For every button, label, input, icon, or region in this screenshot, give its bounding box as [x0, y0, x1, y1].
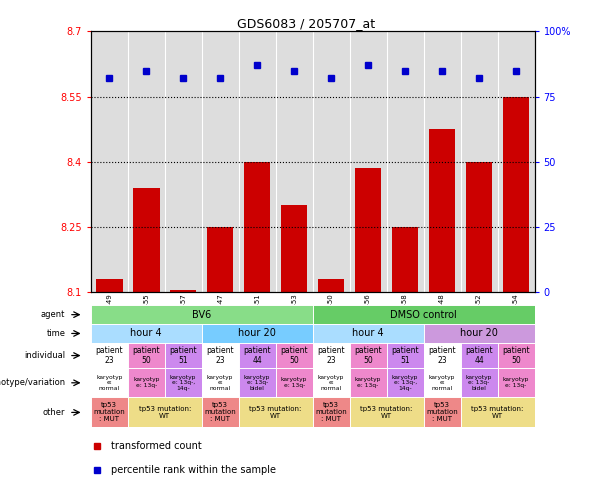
Bar — [318, 279, 345, 292]
Text: patient
50: patient 50 — [280, 346, 308, 365]
Text: GDS6083 / 205707_at: GDS6083 / 205707_at — [237, 17, 376, 30]
Text: karyotyp
e: 13q-: karyotyp e: 13q- — [355, 377, 381, 388]
Text: karyotyp
e: 13q-: karyotyp e: 13q- — [503, 377, 529, 388]
Bar — [281, 205, 308, 292]
Text: karyotyp
e: 13q-
bidel: karyotyp e: 13q- bidel — [466, 374, 492, 391]
Bar — [392, 227, 419, 292]
Text: karyotyp
e:
normal: karyotyp e: normal — [96, 374, 123, 391]
Bar — [207, 227, 234, 292]
Bar — [133, 188, 159, 292]
Text: patient
23: patient 23 — [96, 346, 123, 365]
Text: patient
23: patient 23 — [318, 346, 345, 365]
Text: patient
23: patient 23 — [207, 346, 234, 365]
Text: tp53
mutation
: MUT: tp53 mutation : MUT — [426, 402, 458, 423]
Text: patient
23: patient 23 — [428, 346, 456, 365]
Text: DMSO control: DMSO control — [390, 310, 457, 320]
Text: karyotyp
e: 13q-: karyotyp e: 13q- — [281, 377, 307, 388]
Text: individual: individual — [24, 351, 66, 360]
Text: tp53 mutation:
WT: tp53 mutation: WT — [139, 406, 191, 419]
Bar — [170, 290, 197, 292]
Text: tp53 mutation:
WT: tp53 mutation: WT — [360, 406, 413, 419]
Text: agent: agent — [41, 310, 66, 319]
Text: karyotyp
e:
normal: karyotyp e: normal — [207, 374, 234, 391]
Text: BV6: BV6 — [192, 310, 211, 320]
Text: patient
50: patient 50 — [132, 346, 160, 365]
Text: patient
50: patient 50 — [502, 346, 530, 365]
Bar — [355, 168, 381, 292]
Text: tp53
mutation
: MUT: tp53 mutation : MUT — [93, 402, 125, 423]
Text: time: time — [47, 329, 66, 338]
Text: tp53 mutation:
WT: tp53 mutation: WT — [249, 406, 302, 419]
Bar — [466, 162, 492, 292]
Text: patient
51: patient 51 — [391, 346, 419, 365]
Text: percentile rank within the sample: percentile rank within the sample — [111, 465, 276, 475]
Text: genotype/variation: genotype/variation — [0, 378, 66, 387]
Bar — [503, 97, 530, 292]
Text: hour 4: hour 4 — [131, 328, 162, 339]
Text: other: other — [43, 408, 66, 417]
Text: hour 4: hour 4 — [352, 328, 384, 339]
Text: tp53
mutation
: MUT: tp53 mutation : MUT — [204, 402, 236, 423]
Text: tp53 mutation:
WT: tp53 mutation: WT — [471, 406, 524, 419]
Text: karyotyp
e: 13q-,
14q-: karyotyp e: 13q-, 14q- — [170, 374, 196, 391]
Text: patient
44: patient 44 — [465, 346, 493, 365]
Bar — [428, 129, 455, 292]
Text: karyotyp
e:
normal: karyotyp e: normal — [318, 374, 345, 391]
Text: hour 20: hour 20 — [238, 328, 276, 339]
Text: karyotyp
e:
normal: karyotyp e: normal — [429, 374, 455, 391]
Text: karyotyp
e: 13q-,
14q-: karyotyp e: 13q-, 14q- — [392, 374, 418, 391]
Text: transformed count: transformed count — [111, 441, 202, 452]
Text: karyotyp
e: 13q-: karyotyp e: 13q- — [133, 377, 159, 388]
Bar — [96, 279, 123, 292]
Text: karyotyp
e: 13q-
bidel: karyotyp e: 13q- bidel — [244, 374, 270, 391]
Bar — [244, 162, 270, 292]
Text: patient
50: patient 50 — [354, 346, 382, 365]
Text: tp53
mutation
: MUT: tp53 mutation : MUT — [315, 402, 347, 423]
Text: hour 20: hour 20 — [460, 328, 498, 339]
Text: patient
51: patient 51 — [169, 346, 197, 365]
Text: patient
44: patient 44 — [243, 346, 271, 365]
